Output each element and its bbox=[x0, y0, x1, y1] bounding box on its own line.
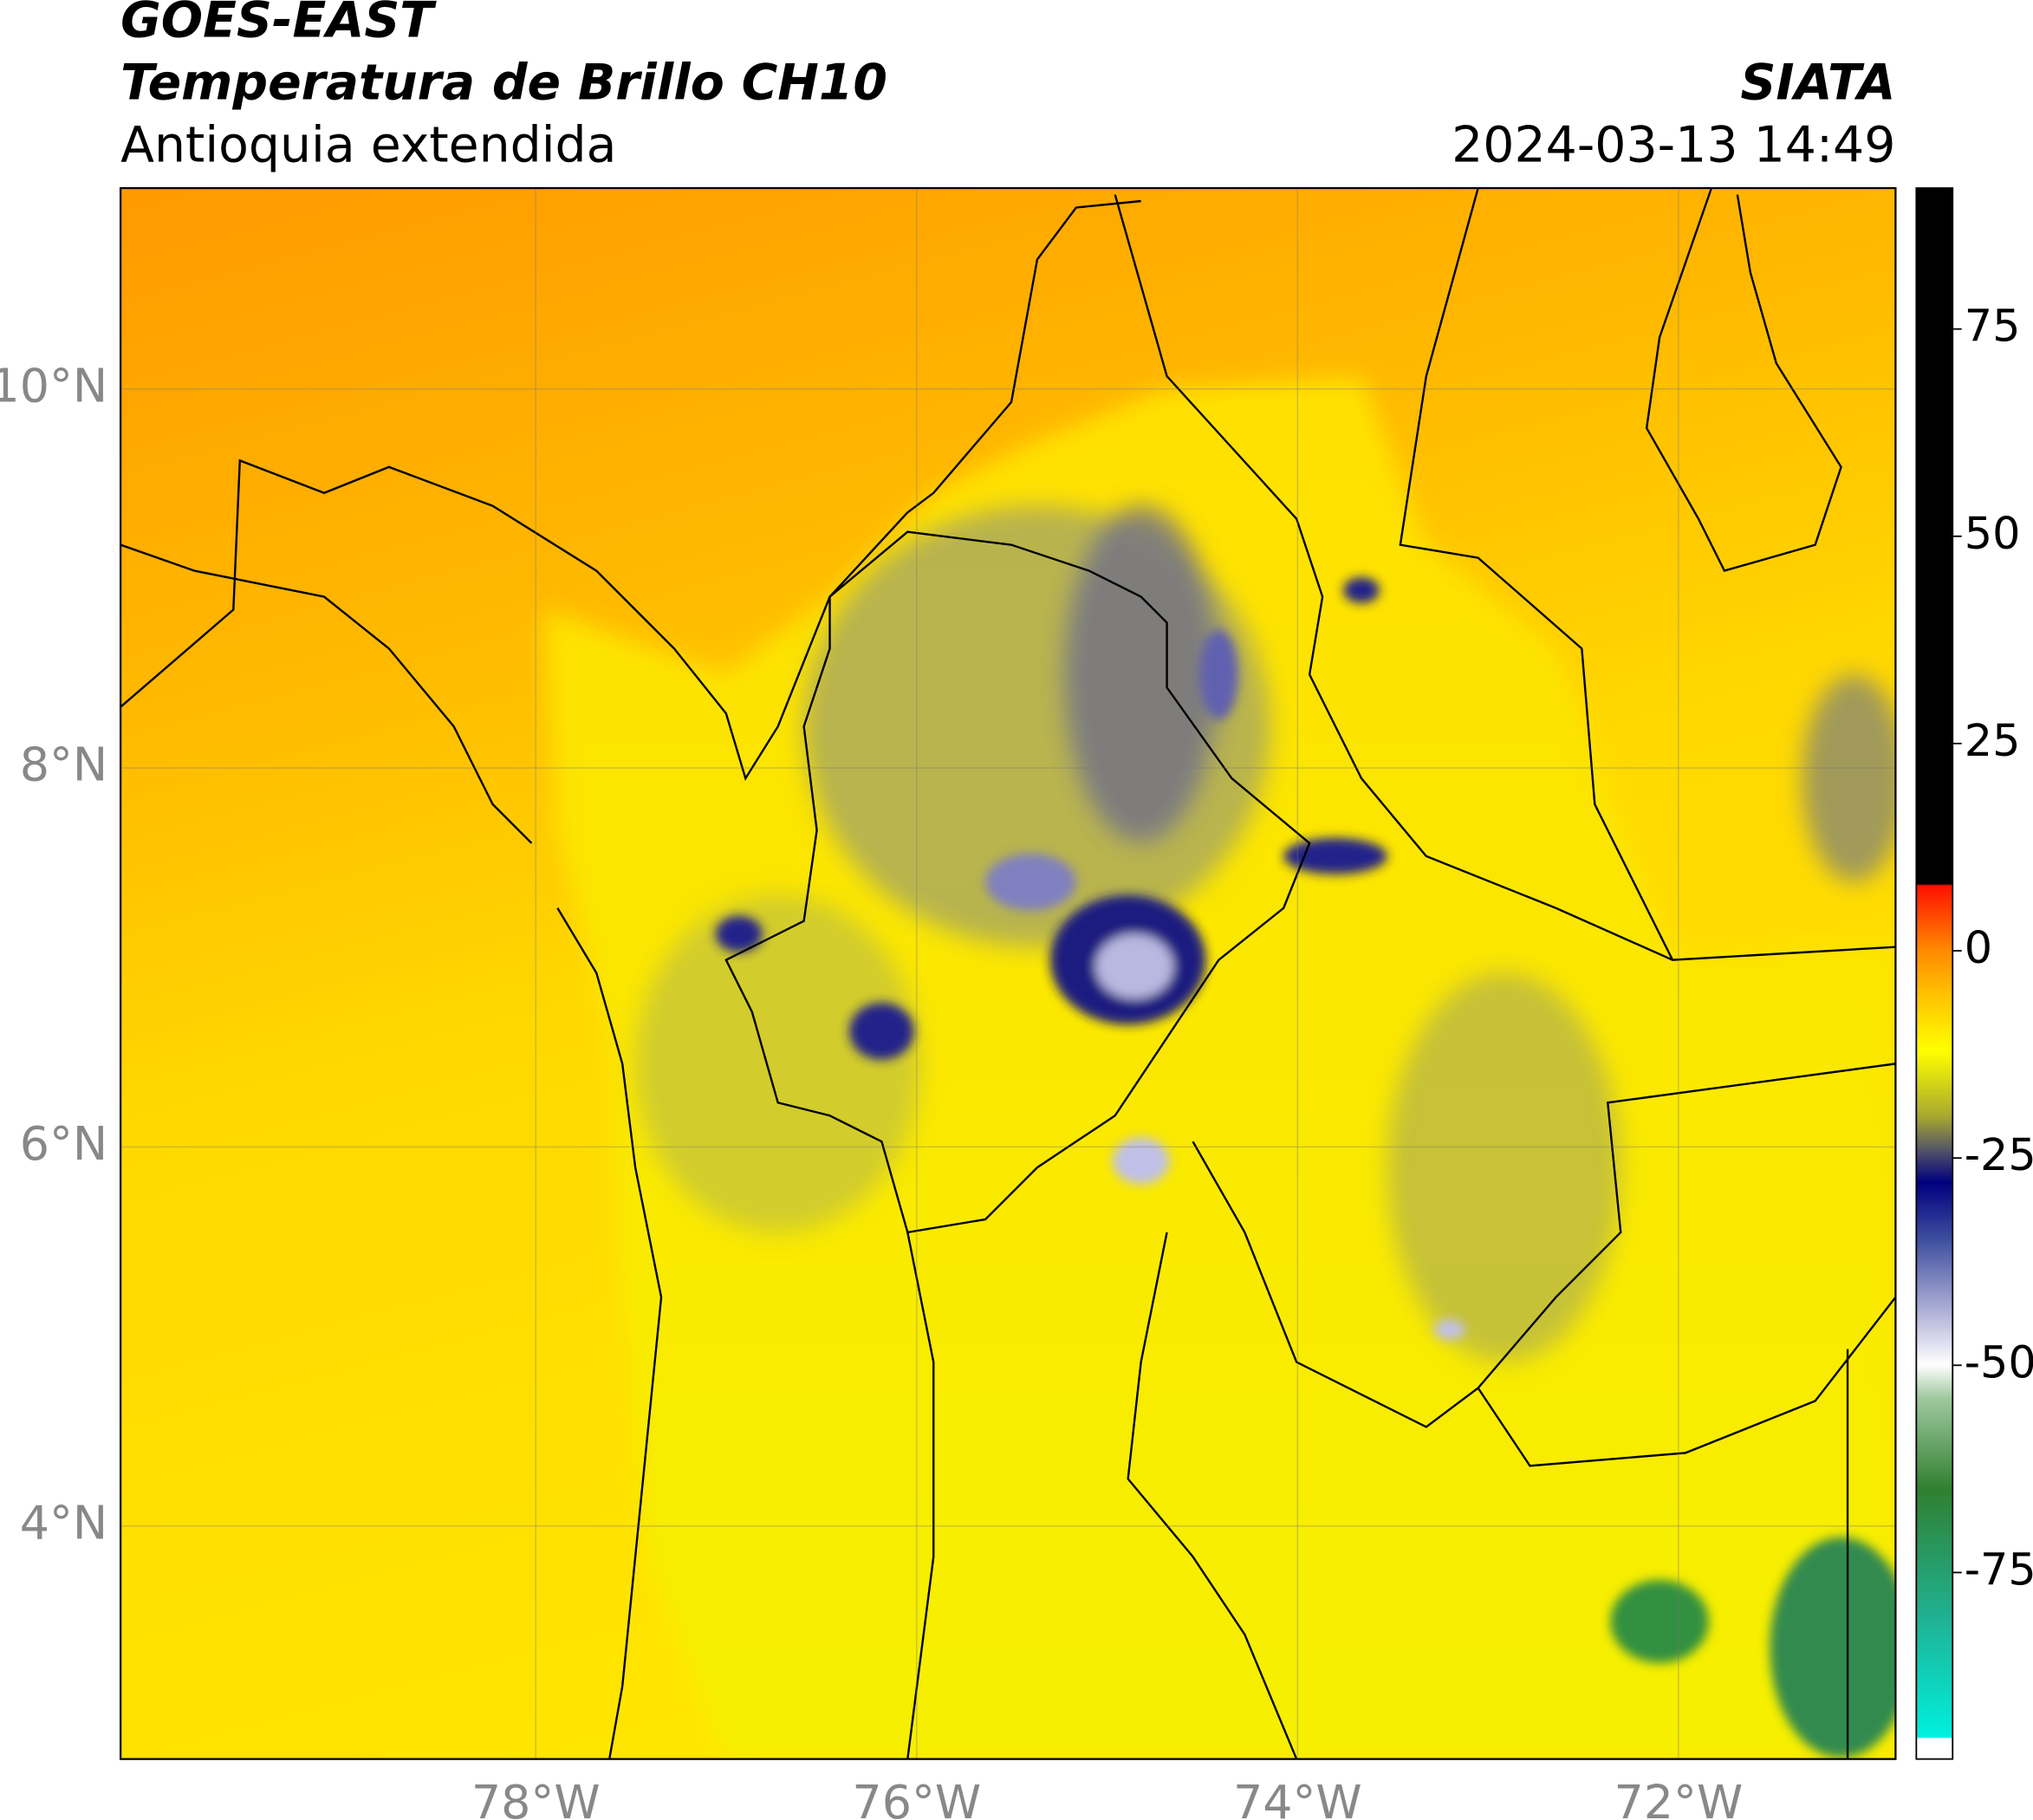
borders bbox=[120, 188, 1896, 1759]
y-tick-label: 10°N bbox=[0, 358, 107, 413]
x-tick-label: 78°W bbox=[471, 1775, 601, 1820]
source-label: SIATA bbox=[1740, 54, 1895, 111]
colorbar-tick-label: -25 bbox=[1965, 1129, 2033, 1180]
storm-cells bbox=[715, 577, 1896, 1758]
cloud-field bbox=[635, 505, 1896, 1362]
datetime-label: 2024-03-13 14:49 bbox=[1452, 116, 1895, 173]
colorbar-tick-label: -75 bbox=[1965, 1544, 2033, 1595]
product-title: Temperatura de Brillo CH10 bbox=[120, 54, 887, 111]
y-tick-label: 4°N bbox=[20, 1495, 107, 1550]
y-tick-label: 8°N bbox=[20, 738, 107, 792]
map-area bbox=[120, 188, 1896, 1759]
colorbar-tick-label: 50 bbox=[1965, 508, 2021, 559]
colorbar bbox=[1915, 187, 1954, 1760]
x-tick-label: 76°W bbox=[852, 1775, 981, 1820]
map-frame bbox=[120, 186, 1897, 1760]
region-subtitle: Antioquia extendida bbox=[120, 116, 616, 173]
colorbar-tick-label: 25 bbox=[1965, 715, 2021, 766]
x-tick-label: 74°W bbox=[1233, 1775, 1362, 1820]
colorbar-tick-label: 0 bbox=[1965, 922, 1992, 973]
satellite-title: GOES-EAST bbox=[120, 0, 437, 49]
colorbar-tick-label: -50 bbox=[1965, 1336, 2033, 1388]
colorbar-tick-label: 75 bbox=[1965, 301, 2021, 352]
y-tick-label: 6°N bbox=[20, 1116, 107, 1171]
x-tick-label: 72°W bbox=[1614, 1775, 1744, 1820]
